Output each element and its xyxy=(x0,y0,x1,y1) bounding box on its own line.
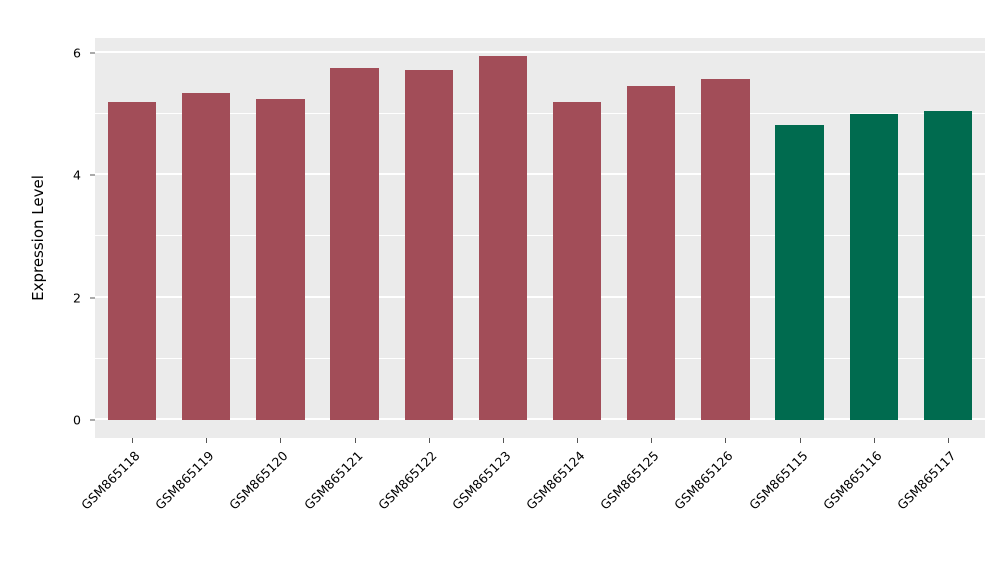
x-tick-label: GSM865124 xyxy=(523,448,588,513)
y-tick-mark xyxy=(90,174,95,176)
x-tick-label: GSM865117 xyxy=(894,448,959,513)
y-tick-mark xyxy=(90,419,95,421)
x-tick-label: GSM865123 xyxy=(449,448,514,513)
x-tick-mark xyxy=(799,438,801,443)
gridline-minor xyxy=(95,235,985,237)
gridline-major xyxy=(95,295,985,298)
plot-panel xyxy=(95,38,985,438)
x-tick-label: GSM865116 xyxy=(819,448,885,513)
x-tick-mark xyxy=(725,438,727,443)
x-tick-label: GSM865126 xyxy=(671,448,737,513)
x-tick-mark xyxy=(502,438,504,443)
x-tick-label: GSM865119 xyxy=(152,448,217,513)
x-tick-mark xyxy=(132,438,134,443)
x-tick-mark xyxy=(206,438,208,443)
x-tick-mark xyxy=(577,438,579,443)
y-tick-label: 6 xyxy=(73,45,81,61)
x-tick-mark xyxy=(280,438,282,443)
y-tick-label: 2 xyxy=(73,290,81,306)
gridline-minor xyxy=(95,357,985,359)
bar-GSM865118 xyxy=(107,102,157,420)
bar-GSM865115 xyxy=(775,125,824,420)
bar-GSM865119 xyxy=(182,92,231,420)
x-tick-label: GSM865115 xyxy=(745,448,811,513)
x-tick-label: GSM865121 xyxy=(300,448,366,513)
x-tick-mark xyxy=(428,438,430,443)
bar-GSM865122 xyxy=(404,70,453,420)
y-tick-label: 4 xyxy=(73,167,81,183)
bar-GSM865126 xyxy=(701,79,750,420)
bar-GSM865125 xyxy=(627,85,676,420)
y-tick-label: 0 xyxy=(73,412,81,428)
gridline-major xyxy=(95,417,985,420)
x-tick-mark xyxy=(873,438,875,443)
x-tick-mark xyxy=(947,438,949,443)
gridline-major xyxy=(95,173,985,176)
gridline-major xyxy=(95,51,985,54)
x-tick-mark xyxy=(354,438,356,443)
y-axis: 0 2 4 6 xyxy=(0,38,95,438)
gridline-minor xyxy=(95,113,985,115)
bar-GSM865116 xyxy=(849,114,898,420)
x-tick-label: GSM865125 xyxy=(597,448,662,513)
bar-GSM865120 xyxy=(256,98,305,420)
x-tick-mark xyxy=(651,438,653,443)
x-tick-label: GSM865118 xyxy=(78,448,143,513)
bar-GSM865124 xyxy=(552,102,602,420)
y-tick-mark xyxy=(90,52,95,54)
x-axis: GSM865118 GSM865119 GSM865120 GSM865121 GSM8… xyxy=(78,438,985,580)
y-tick-mark xyxy=(90,297,95,299)
bar-GSM865123 xyxy=(478,56,528,420)
x-tick-label: GSM865122 xyxy=(374,448,440,513)
bar-GSM865117 xyxy=(923,111,973,420)
x-tick-label: GSM865120 xyxy=(226,448,292,513)
bar-GSM865121 xyxy=(330,68,379,420)
